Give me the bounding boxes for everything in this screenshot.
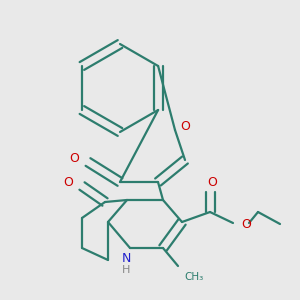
- Text: N: N: [121, 251, 131, 265]
- Text: O: O: [241, 218, 251, 232]
- Text: O: O: [180, 119, 190, 133]
- Text: H: H: [122, 265, 130, 275]
- Text: O: O: [207, 176, 217, 190]
- Text: O: O: [63, 176, 73, 188]
- Text: CH₃: CH₃: [184, 272, 203, 282]
- Text: O: O: [69, 152, 79, 164]
